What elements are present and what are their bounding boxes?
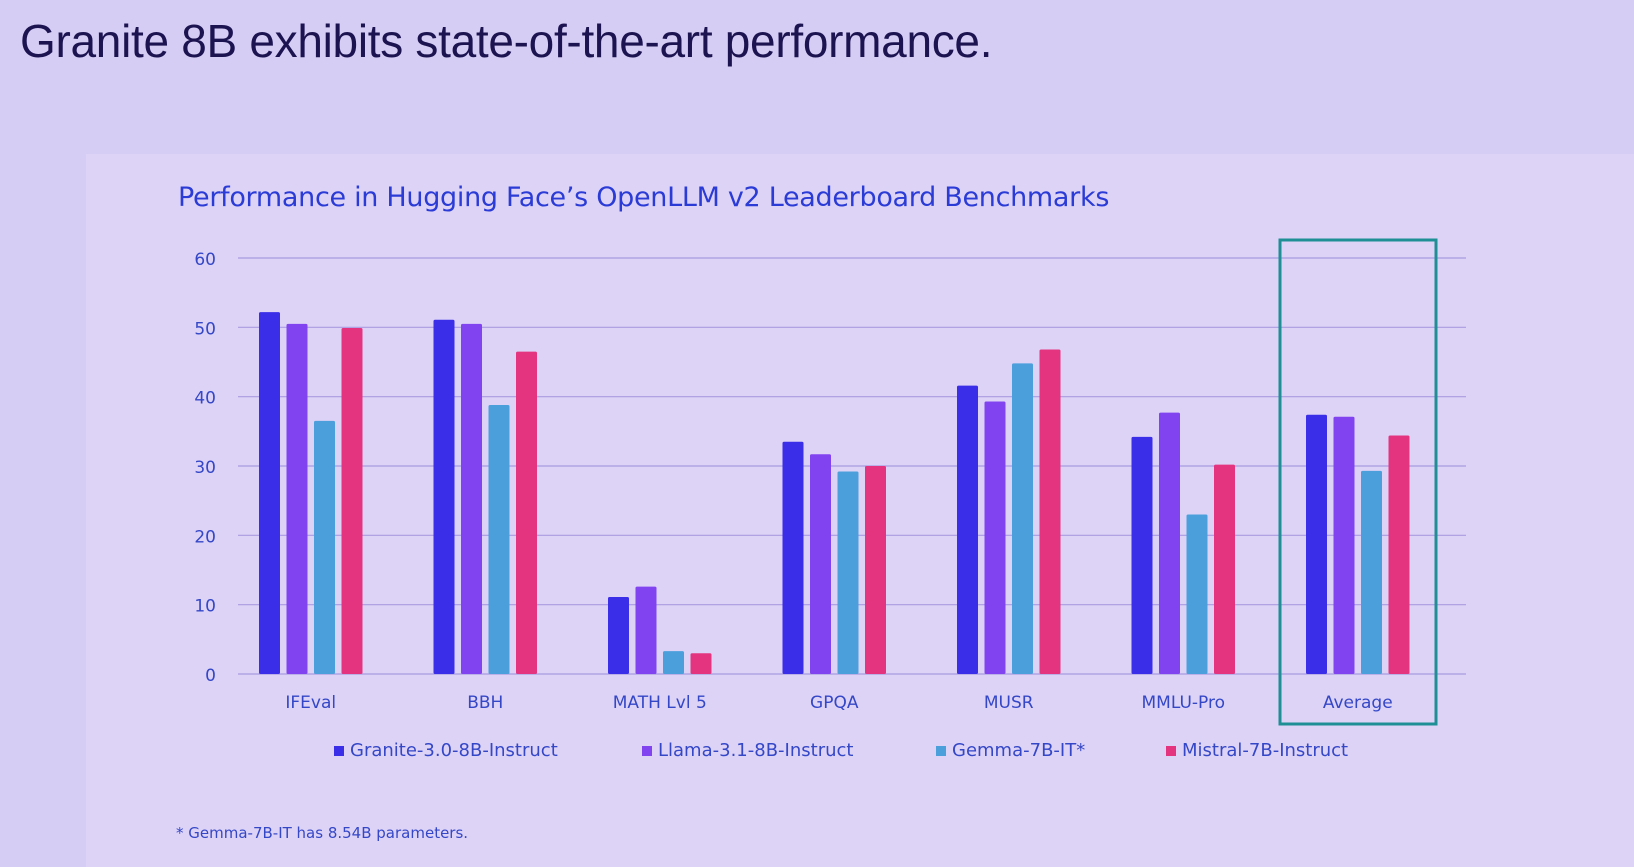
bar	[635, 586, 657, 674]
x-tick-label: Average	[1323, 693, 1393, 713]
bar	[488, 404, 510, 674]
bar	[1361, 470, 1382, 674]
bar	[1388, 435, 1410, 674]
legend-swatch	[642, 745, 652, 756]
y-tick-label: 10	[194, 597, 216, 617]
bar	[782, 441, 804, 674]
bar	[1214, 464, 1235, 674]
bar	[1012, 363, 1033, 674]
chart-title: Performance in Hugging Face’s OpenLLM v2…	[178, 182, 1110, 213]
average-highlight-box	[1278, 238, 1438, 726]
x-tick-label: MATH Lvl 5	[613, 693, 707, 713]
legend-item: Gemma-7B-IT*	[936, 740, 1085, 761]
bar	[690, 653, 712, 674]
bar	[1159, 412, 1180, 674]
y-tick-label: 20	[194, 527, 216, 547]
bar	[663, 651, 684, 674]
y-axis-ticks: 0 10 20 30 40 50 60	[194, 250, 216, 686]
bar	[341, 328, 363, 674]
x-axis-ticks: IFEval BBH MATH Lvl 5 GPQA MUSR MMLU-Pro Avera…	[285, 693, 1392, 713]
legend-item: Mistral-7B-Instruct	[1166, 740, 1348, 761]
y-tick-label: 40	[194, 389, 216, 409]
x-tick-label: IFEval	[285, 693, 336, 713]
bar	[1333, 416, 1355, 674]
x-tick-label: MMLU-Pro	[1141, 693, 1225, 713]
bar	[433, 319, 455, 674]
chart-panel: Performance in Hugging Face’s OpenLLM v2…	[86, 154, 1634, 867]
y-tick-label: 30	[194, 458, 216, 478]
y-tick-label: 0	[205, 666, 216, 686]
bar	[865, 466, 886, 674]
legend-label: Gemma-7B-IT*	[952, 740, 1086, 761]
bar	[608, 597, 629, 674]
legend-swatch	[936, 745, 946, 756]
bar	[837, 471, 859, 674]
bars	[259, 312, 1410, 674]
bar-chart: 0 10 20 30 40 50 60 IFEval BBH MATH Lvl 5 GPQA MUS…	[194, 238, 1466, 726]
legend-item: Granite-3.0-8B-Instruct	[334, 740, 558, 761]
legend-label: Llama-3.1-8B-Instruct	[658, 740, 854, 761]
bar	[516, 351, 537, 674]
bar	[1306, 414, 1327, 674]
bar	[1186, 514, 1208, 674]
legend-item: Llama-3.1-8B-Instruct	[642, 740, 853, 761]
legend-label: Granite-3.0-8B-Instruct	[350, 740, 558, 761]
legend-label: Mistral-7B-Instruct	[1182, 740, 1349, 761]
bar	[314, 420, 335, 674]
bar	[259, 312, 280, 674]
x-tick-label: MUSR	[984, 693, 1034, 713]
y-tick-label: 60	[194, 250, 216, 270]
bar	[1131, 436, 1153, 674]
bar	[957, 385, 978, 674]
bar	[810, 454, 831, 674]
bar	[286, 323, 308, 674]
bar	[461, 323, 482, 674]
x-tick-label: GPQA	[810, 693, 859, 713]
footnote: * Gemma-7B-IT has 8.54B parameters.	[176, 824, 469, 842]
slide-title: Granite 8B exhibits state-of-the-art per…	[20, 15, 993, 67]
y-tick-label: 50	[194, 319, 216, 339]
bar	[1039, 349, 1061, 674]
bar	[984, 401, 1006, 674]
legend-swatch	[334, 745, 344, 756]
legend-swatch	[1166, 745, 1176, 756]
x-tick-label: BBH	[467, 693, 503, 713]
